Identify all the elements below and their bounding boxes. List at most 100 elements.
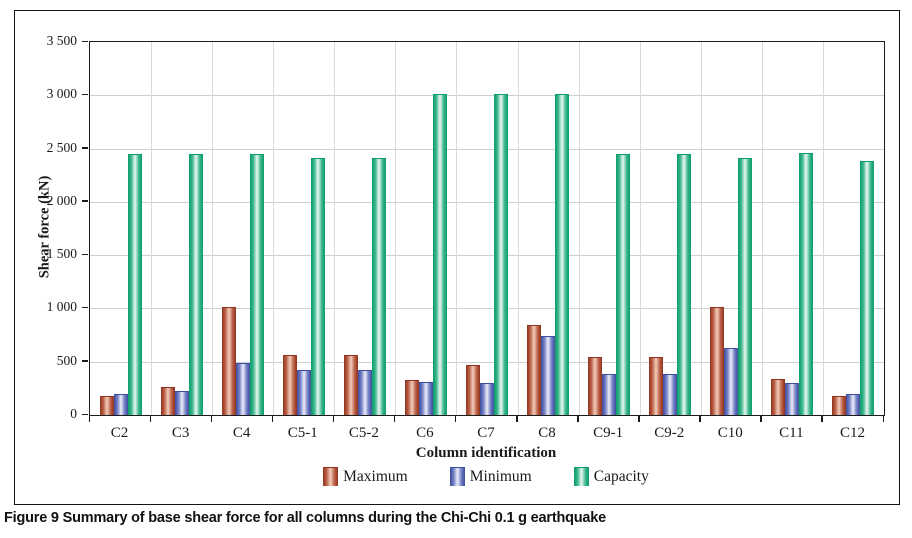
gridline-vertical [273,42,275,415]
figure-caption-label: Figure 9 [4,510,59,526]
y-axis-tick-label: 3 000 [46,86,77,102]
x-axis-category-label: C3 [171,425,190,441]
bar-minimum-C8 [541,336,556,415]
bar-maximum-C5-1 [282,354,297,415]
bar-minimum-C2 [113,393,128,415]
legend-label-minimum: Minimum [469,467,532,485]
x-axis-category-label: C5-2 [348,425,379,441]
legend-label-maximum: Maximum [343,467,408,485]
x-axis-category-label: C4 [232,425,251,441]
bar-maximum-C10 [710,307,725,415]
bar-maximum-C12 [832,395,847,415]
bar-maximum-C7 [466,364,480,415]
bar-minimum-C12 [846,394,861,415]
y-axis-tick-label: 1 500 [46,246,77,262]
gridline-horizontal [90,255,884,257]
x-axis-category-label: C9-1 [593,425,624,441]
x-axis-category-label: C7 [477,425,495,441]
figure-caption-text: Summary of base shear force for all colu… [58,510,607,526]
bar-capacity-C9-1 [616,153,631,415]
gridline-vertical [578,42,580,415]
bar-capacity-C3 [188,153,203,415]
bar-minimum-C6 [418,382,433,415]
y-axis-tick [82,40,88,42]
gridline-horizontal [90,148,884,150]
gridline-vertical [700,42,702,415]
gridline-vertical [822,42,824,415]
x-axis-category-label: C12 [839,425,865,441]
legend-item-maximum: Maximum [323,467,408,486]
bar-maximum-C9-2 [649,356,664,415]
x-axis-tick [516,416,518,422]
x-axis-tick [760,416,762,422]
legend: Maximum Minimum Capacity [89,467,883,486]
y-axis-tick-label: 3 500 [46,33,77,48]
x-axis-tick [638,416,640,422]
x-axis-tick [454,416,457,422]
x-axis-category-label: C9-2 [654,425,685,441]
figure-caption: Figure 9 Summary of base shear force for… [4,510,908,526]
bar-minimum-C5-1 [296,370,311,415]
x-axis-tick [210,416,213,422]
bar-maximum-C3 [160,386,175,415]
x-axis-tick [149,416,152,422]
bar-maximum-C8 [527,325,542,415]
gridline-vertical [456,42,458,415]
bar-capacity-C12 [860,161,875,415]
x-axis-tick [332,416,335,422]
bar-minimum-C9-1 [602,373,617,415]
x-axis-category-label: C11 [779,425,804,441]
gridline-vertical [334,42,336,415]
bar-maximum-C4 [221,307,236,415]
y-axis-tick-label: 1 000 [46,299,77,315]
x-axis-tick [88,416,90,422]
y-axis-tick [82,253,88,256]
bar-maximum-C11 [771,378,786,415]
y-axis-tick [82,93,88,96]
y-axis-tick [82,306,88,309]
x-axis-category-label: C10 [717,425,743,441]
x-axis-tick [577,416,579,422]
figure-border-box: 0 500 1 000 1 500 2 000 2 500 3 000 3 500 C2 C3 C4… [14,10,900,505]
bar-capacity-C6 [432,94,447,415]
x-axis-tick [393,416,396,422]
y-axis-tick-label: 500 [56,352,77,368]
gridline-vertical [639,42,641,415]
bar-capacity-C5-1 [310,158,325,415]
x-axis-category-label: C6 [416,425,434,441]
gridline-horizontal [90,95,884,97]
x-axis-title: Column identification [415,445,557,461]
x-axis-category-label: C8 [538,425,556,441]
bar-maximum-C9-1 [588,356,603,415]
x-axis-category-label: C5-1 [287,425,318,441]
bar-maximum-C5-2 [343,354,358,415]
legend-item-minimum: Minimum [449,467,532,486]
bar-minimum-C5-2 [357,370,372,415]
bar-minimum-C7 [480,383,494,415]
gridline-horizontal [90,201,884,203]
bar-capacity-C9-2 [677,153,692,415]
gridline-vertical [517,42,519,415]
bar-capacity-C8 [555,94,570,415]
x-axis-tick [271,416,274,422]
y-axis-tick-label: 0 [70,406,77,421]
bar-maximum-C6 [404,379,419,415]
x-axis-tick [882,416,884,422]
plot-area [89,41,885,416]
y-axis-tick [82,413,88,415]
y-axis-tick-label: 2 000 [46,192,77,208]
gridline-horizontal [90,361,884,363]
y-axis-tick-label: 2 500 [46,139,77,155]
gridline-vertical [212,42,214,415]
legend-item-capacity: Capacity [573,467,649,486]
x-axis-category-label: C2 [110,425,129,441]
y-axis-title: Shear force (kN) [36,175,53,279]
bar-capacity-C11 [799,152,814,415]
bar-minimum-C9-2 [663,374,678,415]
gridline-vertical [151,42,153,415]
y-axis-tick [82,200,88,202]
legend-swatch-capacity-icon [573,467,589,486]
gridline-horizontal [90,308,884,310]
bar-maximum-C2 [99,395,114,415]
y-axis-tick [82,360,88,362]
